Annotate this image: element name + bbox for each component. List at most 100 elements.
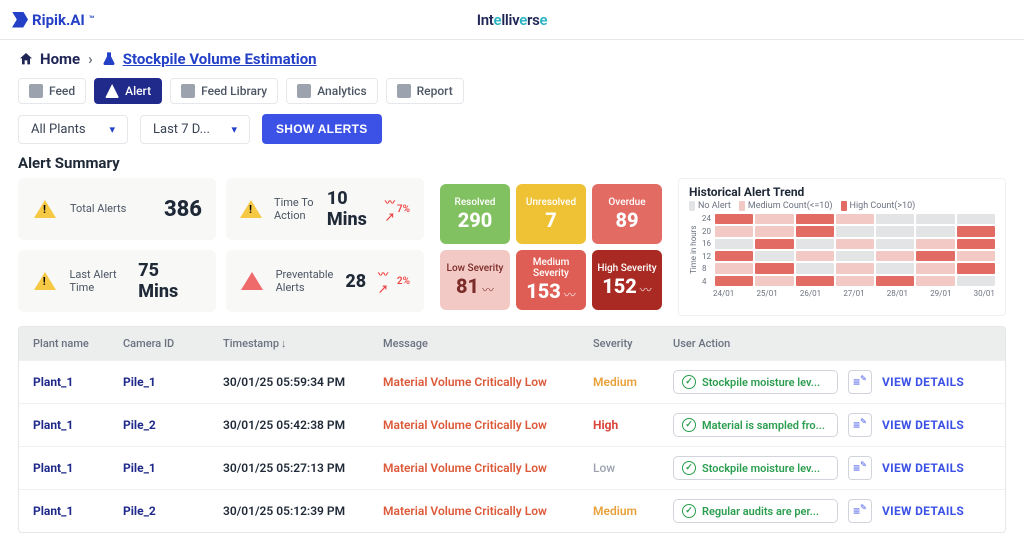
breadcrumb-home[interactable]: Home [18,50,80,68]
plant-select[interactable]: All Plants ▾ [18,115,128,144]
topbar: Ripik.AI ™ Intelliverse [0,0,1024,40]
col-camera[interactable]: Camera ID [123,337,223,350]
col-timestamp[interactable]: Timestamp↓ [223,337,383,350]
chart-legend: No Alert Medium Count(<=10) High Count(>… [689,201,995,211]
pill-med-sev: Medium Severity 153〰 [516,250,586,310]
breadcrumb-sep: › [88,50,93,68]
heatmap-grid [715,214,995,286]
edit-button[interactable]: ≡✎ [848,499,872,523]
table-row: Plant_1Pile_230/01/25 05:42:38 PMMateria… [19,403,1005,446]
brand-mark-icon [12,12,28,28]
brand-logo[interactable]: Ripik.AI ™ [12,11,95,29]
tab-alert[interactable]: Alert [94,78,162,104]
check-circle-icon [682,375,696,389]
check-circle-icon [682,461,696,475]
cell-timestamp: 30/01/25 05:59:34 PM [223,375,383,389]
edit-button[interactable]: ≡✎ [848,413,872,437]
warning-icon [32,196,58,222]
cell-action: Material is sampled fro... ≡✎ VIEW DETAILS [673,413,991,437]
cell-camera[interactable]: Pile_2 [123,504,223,518]
alert-icon [105,84,119,98]
product-logo: Intelliverse [477,11,548,29]
sort-desc-icon: ↓ [281,337,287,350]
table-row: Plant_1Pile_230/01/25 05:12:39 PMMateria… [19,489,1005,532]
pill-resolved: Resolved 290 [440,184,510,244]
cell-severity: High [593,418,673,432]
view-details-link[interactable]: VIEW DETAILS [882,375,964,389]
breadcrumb: Home › Stockpile Volume Estimation [0,40,1024,74]
flask-icon [101,51,117,67]
brand-name: Ripik.AI [32,11,85,29]
warning-icon [240,268,264,294]
historical-trend-chart: Historical Alert Trend No Alert Medium C… [678,178,1006,316]
cell-camera[interactable]: Pile_1 [123,375,223,389]
library-icon [181,84,195,98]
pill-unresolved: Unresolved 7 [516,184,586,244]
chevron-down-icon: ▾ [231,123,237,136]
cell-timestamp: 30/01/25 05:42:38 PM [223,418,383,432]
breadcrumb-current[interactable]: Stockpile Volume Estimation [101,50,317,68]
kpi-last-alert-time: Last Alert Time 75 Mins [18,250,216,312]
nav-tabs: Feed Alert Feed Library Analytics Report [0,74,1024,112]
cell-camera[interactable]: Pile_2 [123,418,223,432]
tab-feed[interactable]: Feed [18,78,86,104]
tab-feed-library[interactable]: Feed Library [170,78,278,104]
cell-plant[interactable]: Plant_1 [33,375,123,389]
show-alerts-button[interactable]: SHOW ALERTS [262,114,382,144]
cell-message: Material Volume Critically Low [383,461,593,475]
filter-controls: All Plants ▾ Last 7 D... ▾ SHOW ALERTS [0,112,1024,154]
cell-camera[interactable]: Pile_1 [123,461,223,475]
table-row: Plant_1Pile_130/01/25 05:27:13 PMMateria… [19,446,1005,489]
play-icon [29,84,43,98]
view-details-link[interactable]: VIEW DETAILS [882,504,964,518]
kpi-preventable: Preventable Alerts 28 〰↗ 2% [226,250,424,312]
kpi-total-alerts: Total Alerts 386 [18,178,216,240]
summary-title: Alert Summary [0,154,1024,178]
user-action-pill[interactable]: Regular audits are per... [673,499,838,523]
view-details-link[interactable]: VIEW DETAILS [882,461,964,475]
cell-timestamp: 30/01/25 05:12:39 PM [223,504,383,518]
check-circle-icon [682,418,696,432]
cell-message: Material Volume Critically Low [383,504,593,518]
trend-up-icon: 〰↗ 2% [378,266,410,296]
cell-message: Material Volume Critically Low [383,418,593,432]
user-action-pill[interactable]: Material is sampled fro... [673,413,838,437]
cell-action: Regular audits are per... ≡✎ VIEW DETAILS [673,499,991,523]
range-select[interactable]: Last 7 D... ▾ [140,115,250,144]
cell-plant[interactable]: Plant_1 [33,418,123,432]
col-severity[interactable]: Severity [593,337,673,350]
status-pill-grid: Resolved 290 Unresolved 7 Overdue 89 Low… [434,178,668,316]
cell-action: Stockpile moisture lev... ≡✎ VIEW DETAILS [673,370,991,394]
edit-button[interactable]: ≡✎ [848,456,872,480]
pill-overdue: Overdue 89 [592,184,662,244]
report-icon [397,84,411,98]
col-action[interactable]: User Action [673,337,991,350]
cell-severity: Medium [593,504,673,518]
tab-report[interactable]: Report [386,78,464,104]
tab-analytics[interactable]: Analytics [286,78,377,104]
user-action-pill[interactable]: Stockpile moisture lev... [673,456,838,480]
view-details-link[interactable]: VIEW DETAILS [882,418,964,432]
cell-action: Stockpile moisture lev... ≡✎ VIEW DETAILS [673,456,991,480]
warning-icon [240,196,262,222]
alerts-table: Plant name Camera ID Timestamp↓ Message … [18,326,1006,533]
trend-up-icon: 〰↗ 7% [385,194,410,224]
col-plant[interactable]: Plant name [33,337,123,350]
kpi-time-to-action: Time To Action 10 Mins 〰↗ 7% [226,178,424,240]
home-icon [18,51,34,67]
pill-high-sev: High Severity 152〰 [592,250,662,310]
table-row: Plant_1Pile_130/01/25 05:59:34 PMMateria… [19,360,1005,403]
cell-severity: Medium [593,375,673,389]
warning-icon [32,268,57,294]
user-action-pill[interactable]: Stockpile moisture lev... [673,370,838,394]
cell-plant[interactable]: Plant_1 [33,461,123,475]
cell-timestamp: 30/01/25 05:27:13 PM [223,461,383,475]
summary-row: Total Alerts 386 Last Alert Time 75 Mins… [0,178,1024,326]
check-circle-icon [682,504,696,518]
cell-plant[interactable]: Plant_1 [33,504,123,518]
table-header: Plant name Camera ID Timestamp↓ Message … [19,327,1005,360]
edit-button[interactable]: ≡✎ [848,370,872,394]
cell-severity: Low [593,461,673,475]
analytics-icon [297,84,311,98]
col-message[interactable]: Message [383,337,593,350]
